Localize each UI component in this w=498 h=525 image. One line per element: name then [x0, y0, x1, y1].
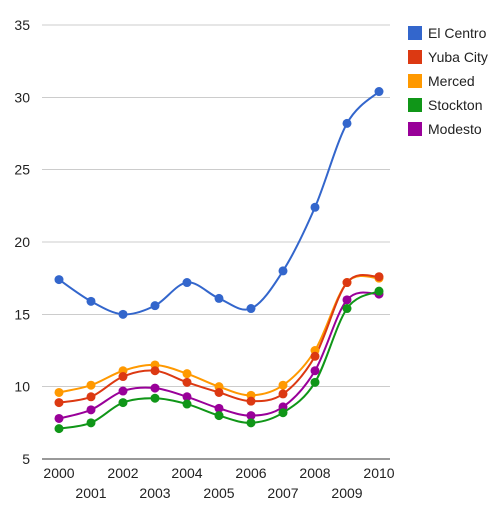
x-tick-label: 2009 [331, 485, 362, 501]
data-point-stockton [86, 418, 96, 428]
data-point-stockton [310, 377, 320, 387]
y-axis-ticks: 5 10 15 20 25 30 35 [14, 17, 30, 467]
legend-swatch-stockton [408, 98, 422, 112]
data-point-modesto [310, 366, 320, 376]
y-tick-label: 25 [14, 162, 30, 178]
y-tick-label: 35 [14, 17, 30, 33]
data-point-stockton [214, 411, 224, 421]
y-tick-label: 15 [14, 306, 30, 322]
data-point-stockton [374, 286, 384, 296]
data-point-yuba-city [342, 278, 352, 288]
y-tick-label: 10 [14, 379, 30, 395]
x-tick-label: 2005 [203, 485, 234, 501]
data-point-el-centro [342, 118, 352, 128]
x-tick-label: 2004 [171, 465, 202, 481]
data-point-merced [54, 387, 64, 397]
x-tick-label: 2003 [139, 485, 170, 501]
data-point-yuba-city [310, 351, 320, 361]
y-tick-label: 5 [22, 451, 30, 467]
data-point-el-centro [86, 296, 96, 306]
data-point-yuba-city [214, 387, 224, 397]
data-point-modesto [246, 411, 256, 421]
series-lines [58, 90, 380, 430]
data-point-el-centro [118, 309, 128, 319]
series-points [54, 87, 384, 434]
legend-swatch-yuba-city [408, 50, 422, 64]
legend-swatch-modesto [408, 122, 422, 136]
x-tick-label: 2010 [363, 465, 394, 481]
data-point-el-centro [246, 304, 256, 314]
x-tick-label: 2007 [267, 485, 298, 501]
data-point-stockton [150, 393, 160, 403]
data-point-yuba-city [54, 398, 64, 408]
data-point-stockton [342, 304, 352, 314]
legend-label-modesto: Modesto [428, 121, 482, 137]
series-line-modesto [58, 291, 380, 420]
data-point-el-centro [374, 87, 384, 97]
data-point-modesto [118, 386, 128, 396]
legend-swatch-el-centro [408, 26, 422, 40]
data-point-modesto [214, 403, 224, 413]
data-point-stockton [54, 424, 64, 434]
data-point-stockton [182, 399, 192, 409]
data-point-modesto [182, 392, 192, 402]
x-tick-label: 2006 [235, 465, 266, 481]
data-point-el-centro [182, 278, 192, 288]
y-tick-label: 20 [14, 234, 30, 250]
legend-label-stockton: Stockton [428, 97, 482, 113]
data-point-yuba-city [182, 377, 192, 387]
data-point-el-centro [54, 275, 64, 285]
data-point-yuba-city [278, 389, 288, 399]
x-tick-label: 2002 [107, 465, 138, 481]
legend-label-el-centro: El Centro [428, 25, 487, 41]
data-point-yuba-city [150, 366, 160, 376]
data-point-el-centro [278, 266, 288, 276]
data-point-stockton [118, 398, 128, 408]
x-tick-label: 2001 [75, 485, 106, 501]
series-line-el-centro [58, 90, 380, 316]
data-point-modesto [54, 413, 64, 423]
x-tick-label: 2008 [299, 465, 330, 481]
legend: El Centro Yuba City Merced Stockton Modesto [408, 25, 488, 137]
x-tick-label: 2000 [43, 465, 74, 481]
data-point-yuba-city [246, 396, 256, 406]
data-point-el-centro [214, 293, 224, 303]
data-point-yuba-city [118, 372, 128, 382]
data-point-stockton [278, 408, 288, 418]
data-point-stockton [246, 418, 256, 428]
data-point-modesto [342, 295, 352, 305]
data-point-modesto [150, 383, 160, 393]
data-point-merced [278, 380, 288, 390]
gridlines [42, 24, 390, 460]
data-point-merced [86, 380, 96, 390]
y-tick-label: 30 [14, 89, 30, 105]
legend-label-yuba-city: Yuba City [428, 49, 488, 65]
data-point-yuba-city [86, 392, 96, 402]
data-point-el-centro [150, 301, 160, 311]
data-point-yuba-city [374, 272, 384, 282]
data-point-modesto [86, 405, 96, 415]
data-point-merced [182, 369, 192, 379]
data-point-el-centro [310, 202, 320, 212]
legend-label-merced: Merced [428, 73, 475, 89]
x-axis-ticks: 2000200120022003200420052006200720082009… [43, 465, 394, 501]
legend-swatch-merced [408, 74, 422, 88]
